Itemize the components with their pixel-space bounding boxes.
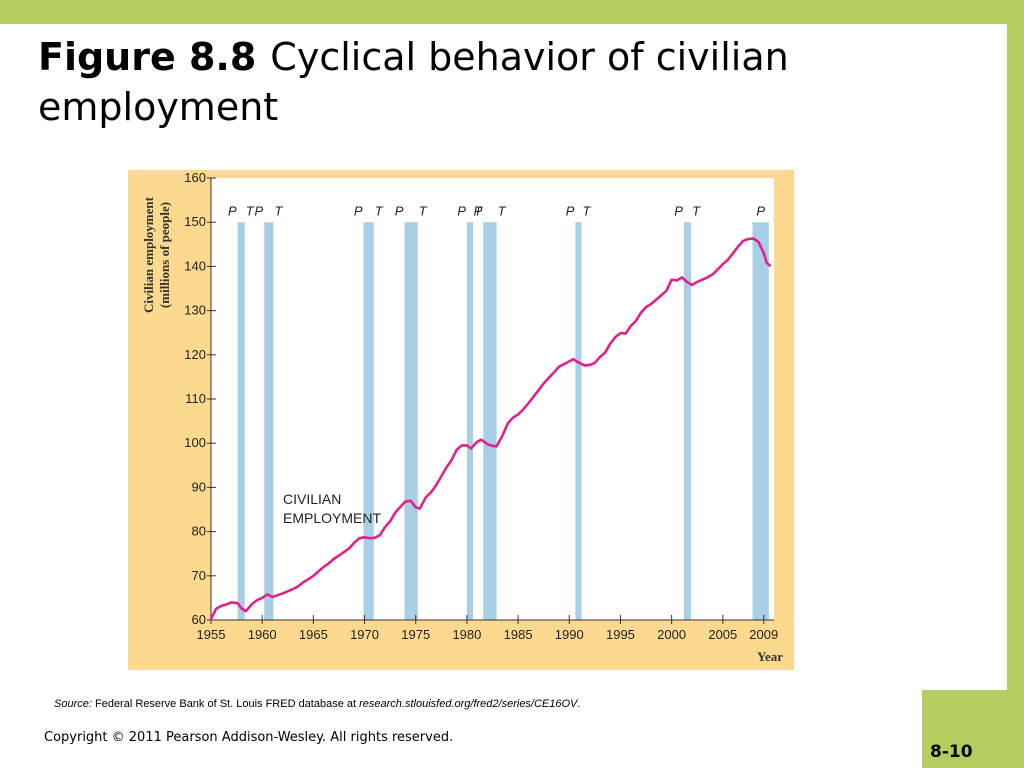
y-axis-title-line1: Civilian employment (141, 196, 156, 313)
source-note: Source: Federal Reserve Bank of St. Loui… (54, 698, 580, 710)
recession-3-marker-p: P (354, 204, 363, 219)
recession-bands (237, 222, 769, 620)
y-tick-label-120: 120 (184, 347, 206, 362)
recession-band-6 (483, 222, 497, 620)
copyright-notice: Copyright © 2011 Pearson Addison-Wesley.… (44, 730, 454, 745)
recession-3-marker-t: T (375, 204, 384, 219)
recession-4-marker-p: P (395, 204, 404, 219)
y-tick-label-140: 140 (184, 258, 206, 273)
x-tick-label-1960: 1960 (248, 627, 277, 642)
recession-4-marker-t: T (419, 204, 428, 219)
recession-9-marker-p: P (756, 204, 765, 219)
x-tick-label-1995: 1995 (606, 627, 635, 642)
slide-title: Figure 8.8 Cyclical behavior of civilian … (38, 32, 978, 132)
right-accent-bar (1007, 0, 1024, 768)
recession-7-marker-p: P (566, 204, 575, 219)
recession-band-8 (683, 222, 692, 620)
slide-number: 8-10 (930, 742, 973, 762)
slide-number-box (922, 690, 1024, 768)
y-tick-label-60: 60 (192, 612, 206, 627)
recession-1-marker-p: P (228, 204, 237, 219)
recession-7-marker-t: T (583, 204, 592, 219)
x-axis-title: Year (757, 649, 783, 664)
y-tick-label-80: 80 (192, 524, 206, 539)
x-tick-label-1985: 1985 (504, 627, 533, 642)
recession-5-marker-p: P (457, 204, 466, 219)
series-annotation-line2: EMPLOYMENT (283, 510, 381, 526)
recession-5-marker-t: T (474, 204, 483, 219)
recession-8-marker-t: T (692, 204, 701, 219)
y-tick-label-90: 90 (192, 479, 206, 494)
series-layer (209, 237, 772, 621)
y-axis-title-line2: (millions of people) (157, 202, 172, 308)
x-tick-label-2000: 2000 (657, 627, 686, 642)
recession-band-3 (363, 222, 374, 620)
recession-band-4 (404, 222, 418, 620)
series-line-1 (209, 237, 772, 621)
y-tick-label-130: 130 (184, 303, 206, 318)
y-tick-label-100: 100 (184, 435, 206, 450)
x-tick-label-1955: 1955 (197, 627, 226, 642)
top-accent-bar (0, 0, 1024, 24)
source-label: Source: (54, 698, 92, 710)
recession-markers: P T P T P T P T P TP T P T P T P (228, 204, 765, 219)
figure-caption: Cyclical behavior of civilian employment (38, 35, 789, 129)
x-tick-label-1965: 1965 (299, 627, 328, 642)
recession-8-marker-p: P (674, 204, 683, 219)
y-tick-label-70: 70 (192, 568, 206, 583)
source-end: . (577, 698, 581, 710)
source-url: research.stlouisfed.org/fred2/series/CE1… (359, 698, 578, 710)
source-text: Federal Reserve Bank of St. Louis FRED d… (94, 698, 357, 710)
x-tick-label-2009: 2009 (749, 627, 778, 642)
recession-2-marker-t: T (274, 204, 283, 219)
x-tick-label-1970: 1970 (350, 627, 379, 642)
recession-band-9 (752, 222, 769, 620)
chart-text: Civilian employment (millions of people)… (141, 196, 783, 664)
x-tick-label-2005: 2005 (708, 627, 737, 642)
recession-band-1 (237, 222, 245, 620)
figure-number: Figure 8.8 (38, 35, 257, 79)
recession-6-marker-p: P (474, 204, 483, 219)
employment-chart: P T P T P T P T P TP T P T P T P 6070809010011012013014… (141, 170, 783, 664)
y-tick-label-160: 160 (184, 170, 206, 185)
recession-band-2 (264, 222, 274, 620)
x-tick-label-1980: 1980 (452, 627, 481, 642)
series-annotation-line1: CIVILIAN (283, 491, 341, 507)
recession-band-5 (466, 222, 474, 620)
axes: 60 70 80 90 100 110 120 130 140 150 160 1955 1960 196… (184, 170, 778, 642)
recession-2-marker-p: P (255, 204, 264, 219)
x-tick-label-1975: 1975 (401, 627, 430, 642)
y-tick-label-150: 150 (184, 214, 206, 229)
recession-band-7 (575, 222, 582, 620)
x-tick-label-1990: 1990 (555, 627, 584, 642)
recession-6-marker-t: T (498, 204, 507, 219)
recession-1-marker-t: T (246, 204, 255, 219)
y-tick-label-110: 110 (185, 391, 206, 406)
